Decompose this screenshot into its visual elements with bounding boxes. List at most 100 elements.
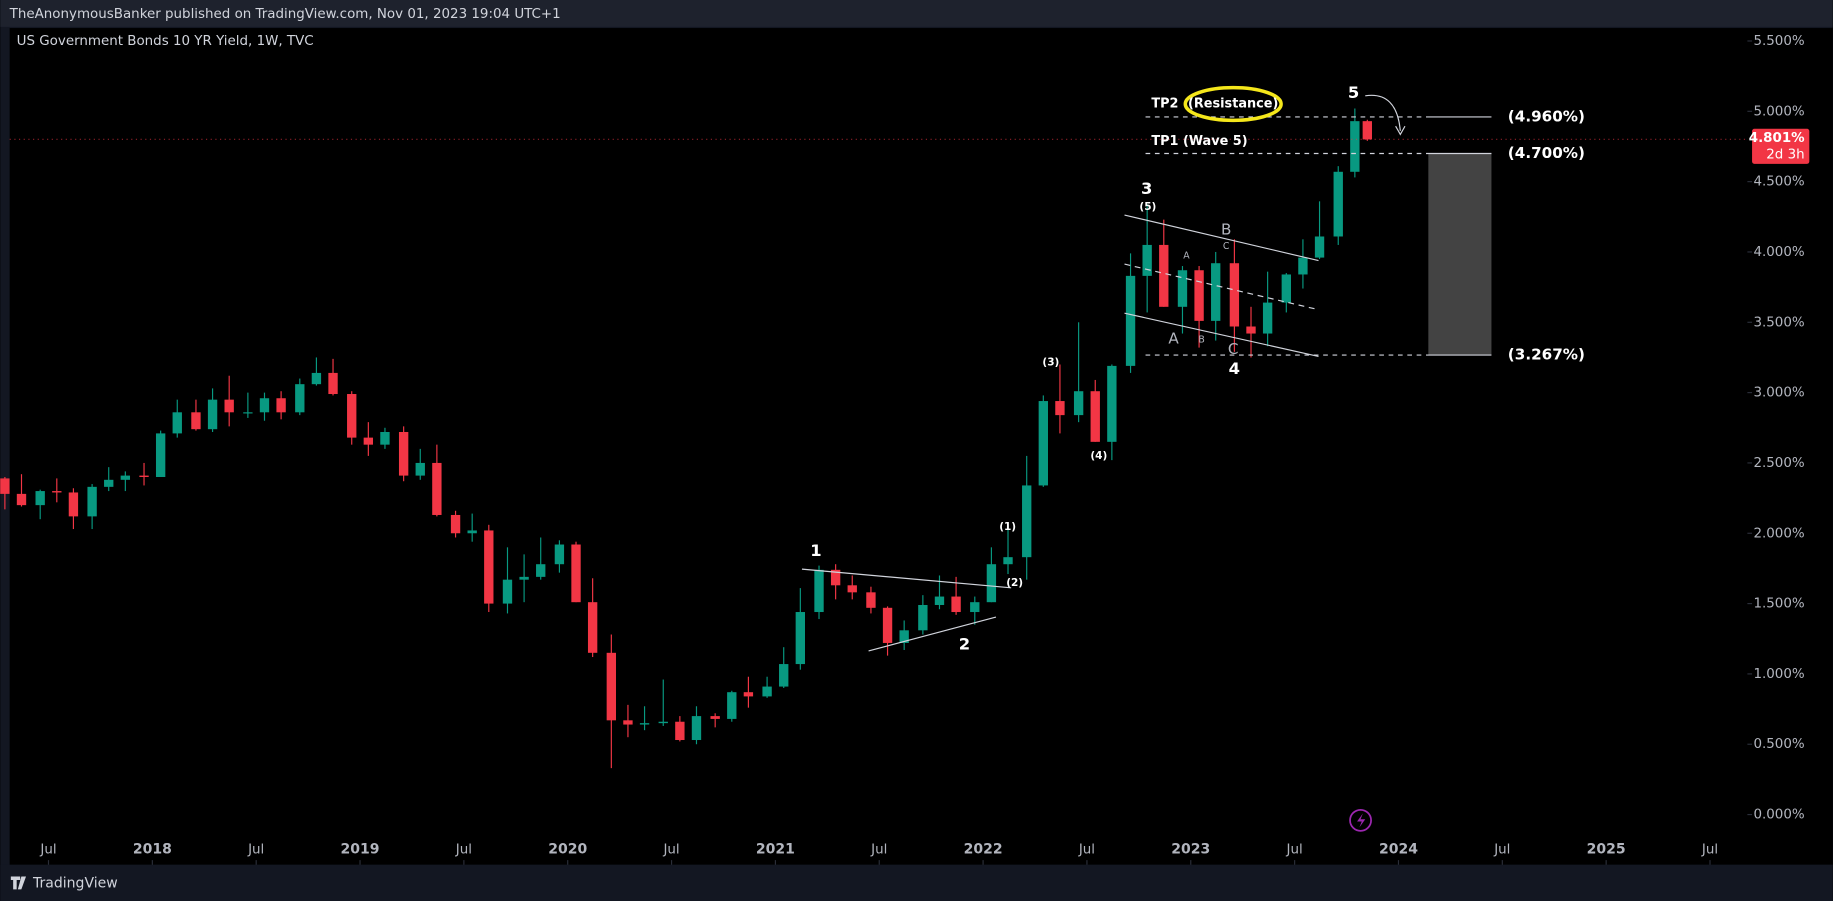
candle-body — [779, 664, 789, 687]
candle-body — [35, 491, 45, 506]
wave-label: A — [1168, 329, 1179, 347]
y-tick-label: 4.500% — [1753, 175, 1804, 190]
candle-body — [328, 372, 338, 395]
alert-icon[interactable] — [1349, 808, 1372, 832]
candle-body — [587, 602, 598, 653]
candle-body — [519, 576, 529, 580]
channel-mid — [1124, 263, 1319, 311]
candle-body — [830, 569, 841, 586]
y-tick-label: 1.000% — [1753, 667, 1804, 682]
level-label: (4.700%) — [1508, 144, 1585, 162]
x-tick-label: Jul — [1701, 843, 1718, 858]
candle-body — [0, 478, 10, 494]
candle-body — [1350, 121, 1360, 172]
candle-body — [1003, 557, 1013, 565]
wave-label: (1) — [999, 521, 1016, 533]
target-zone — [1428, 153, 1492, 356]
top-bar — [0, 0, 1833, 27]
candle-body — [1159, 244, 1169, 307]
candle-body — [691, 716, 702, 741]
candle-body — [450, 514, 461, 534]
wave-label: (2) — [1006, 577, 1023, 589]
wave-label: (3) — [1042, 356, 1059, 368]
drawings — [801, 94, 1406, 652]
price-badge — [1752, 128, 1810, 164]
candle-body — [432, 462, 442, 515]
level-label: (4.960%) — [1508, 107, 1585, 125]
candle-body — [1142, 244, 1152, 276]
candle-body — [986, 564, 997, 603]
candle-body — [1090, 391, 1100, 442]
trend-line — [868, 616, 997, 652]
candle-body — [951, 596, 961, 613]
candle-body — [52, 491, 62, 493]
y-tick-label: 3.500% — [1753, 315, 1804, 330]
candle-body — [276, 398, 286, 413]
candle-body — [484, 530, 494, 604]
candle-body — [1262, 302, 1273, 334]
x-tick-label: Jul — [662, 843, 679, 858]
chart-title: US Government Bonds 10 YR Yield, 1W, TVC — [17, 34, 314, 49]
candle-body — [224, 399, 234, 413]
candle-body — [970, 602, 980, 613]
candle-body — [1333, 171, 1343, 237]
wave-label: C — [1228, 340, 1239, 358]
candle-body — [87, 486, 97, 517]
candle-body — [207, 399, 218, 430]
candle-body — [1073, 391, 1084, 416]
x-tick-label: Jul — [1078, 843, 1095, 858]
candle-body — [606, 652, 617, 721]
x-tick-label: Jul — [39, 843, 56, 858]
candle-body — [1246, 326, 1256, 334]
wave-label: (4) — [1090, 450, 1107, 462]
candle-body — [675, 721, 685, 741]
plot: 0.000% 0.500% 1.000% 1.500% 2.000% 2.500% 3.00… — [0, 34, 1810, 865]
candle-body — [311, 372, 322, 385]
candle-body — [795, 612, 805, 665]
candle-body — [536, 564, 546, 577]
y-tick-label: 0.500% — [1753, 737, 1804, 752]
y-tick-label: 1.500% — [1753, 597, 1804, 612]
y-tick-label: 4.000% — [1753, 245, 1804, 260]
wave-label: B — [1198, 335, 1204, 346]
candle-body — [554, 544, 565, 565]
arrow-head — [1395, 125, 1406, 136]
y-tick-label: 2.000% — [1753, 526, 1804, 541]
y-tick-label: 5.500% — [1753, 34, 1804, 49]
candle-body — [762, 686, 772, 697]
candle-body — [172, 412, 182, 434]
candle-body — [918, 604, 928, 631]
candle-body — [16, 493, 27, 506]
candle-body — [295, 384, 305, 413]
candle-body — [1314, 236, 1325, 258]
annotations: 1 2 (1) (2) (3) (4) (5) 3 A B C A B C 4 … — [810, 83, 1359, 654]
wave-label: 4 — [1229, 359, 1240, 378]
x-tick-label: Jul — [870, 843, 887, 858]
candle-body — [68, 492, 79, 517]
candle-body — [1298, 257, 1308, 275]
x-tick-label: 2020 — [548, 842, 587, 858]
y-tick-label: 2.500% — [1753, 456, 1804, 471]
candle-body — [1211, 263, 1221, 321]
candle-body — [623, 720, 633, 725]
tv-logo — [10, 876, 27, 890]
tp-label: TP2 — [1151, 97, 1178, 112]
x-tick-label: 2019 — [341, 842, 380, 858]
wave-label: (5) — [1139, 201, 1156, 213]
candle-body — [104, 479, 114, 487]
candle-body — [1038, 401, 1048, 486]
candle-body — [467, 530, 477, 534]
x-tick-label: 2021 — [756, 842, 795, 858]
candle-body — [1107, 365, 1117, 442]
price-label: 4.801% — [1749, 131, 1805, 146]
candle-body — [727, 692, 737, 719]
wave-label: A — [1183, 250, 1190, 261]
footer-bar — [0, 864, 1833, 901]
x-tick-label: Jul — [247, 843, 264, 858]
x-tick-label: 2024 — [1379, 842, 1418, 858]
countdown: 2d 3h — [1766, 147, 1804, 162]
candle-body — [866, 592, 876, 608]
candle-body — [415, 462, 425, 476]
x-tick-label: 2022 — [964, 842, 1003, 858]
